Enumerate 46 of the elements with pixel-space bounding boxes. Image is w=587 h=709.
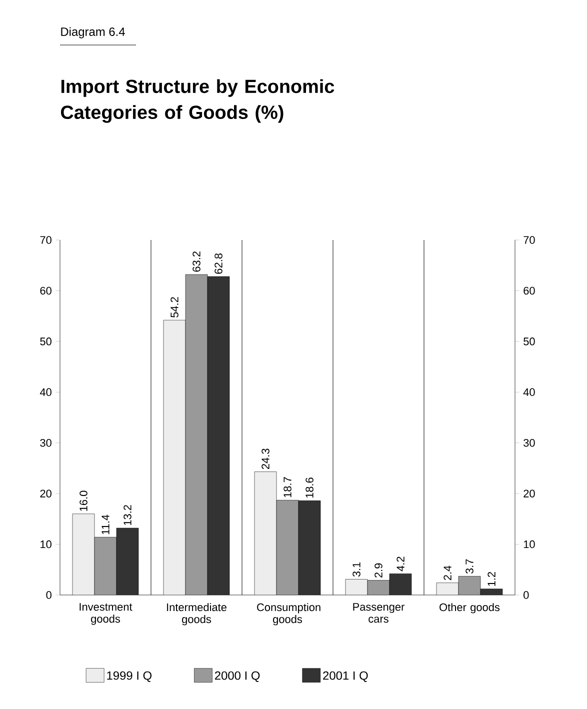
y2-tick-label: 50 (40, 338, 52, 346)
y-tick-label: 0 (524, 591, 529, 599)
y2-tick-label: 20 (40, 490, 52, 498)
bar (345, 579, 368, 595)
x-tick-label: Investment goods (80, 603, 132, 625)
y2-tick-label: 40 (40, 388, 52, 396)
data-label: 54.2 (170, 297, 178, 318)
y-tick-label: 30 (524, 438, 535, 447)
bar (254, 472, 277, 595)
chart-title: Import Structure by Economic Categories of Goods (%) (60, 79, 334, 123)
data-label: 13.2 (124, 505, 132, 526)
y-tick-label: 60 (524, 286, 535, 295)
y-tick-label: 50 (524, 338, 535, 346)
x-tick-label: Passenger cars (353, 603, 405, 623)
bar (436, 582, 459, 595)
y2-tick-label: 10 (40, 540, 52, 548)
y2-tick-label: 70 (40, 236, 52, 244)
data-label: 16.0 (80, 490, 88, 511)
x-tick-label: Consumption goods (257, 603, 320, 626)
y-tick-label: 20 (524, 490, 535, 498)
data-label: 3.7 (466, 559, 474, 574)
data-label: 24.3 (262, 448, 270, 470)
data-label: 18.6 (306, 478, 314, 498)
text: Diagram 6.4 (61, 27, 125, 38)
x-tick-label: Intermediate goods (167, 603, 226, 626)
data-label: 63.2 (192, 252, 200, 272)
bar (72, 514, 95, 595)
data-label: 2.9 (374, 563, 382, 578)
data-label: 1.2 (488, 572, 496, 586)
y-tick-label: 70 (524, 236, 535, 244)
legend-label: 2000 I Q (214, 671, 260, 682)
data-label: 18.7 (284, 477, 292, 498)
y2-tick-label: 60 (40, 286, 52, 295)
legend-label: 2001 I Q (323, 671, 368, 682)
data-label: 3.1 (352, 562, 360, 577)
y2-tick-label: 0 (46, 591, 52, 599)
y-tick-label: 40 (523, 388, 535, 396)
legend-label: 1999 I Q (107, 671, 152, 682)
data-label: 2.4 (444, 566, 452, 580)
data-label: 4.2 (396, 556, 404, 572)
data-label: 11.4 (102, 514, 110, 534)
y2-tick-label: 30 (40, 438, 52, 447)
y-tick-label: 10 (524, 540, 535, 548)
bar (163, 320, 186, 595)
x-tick-label: Other goods (440, 603, 500, 614)
data-label: 62.8 (214, 253, 222, 274)
